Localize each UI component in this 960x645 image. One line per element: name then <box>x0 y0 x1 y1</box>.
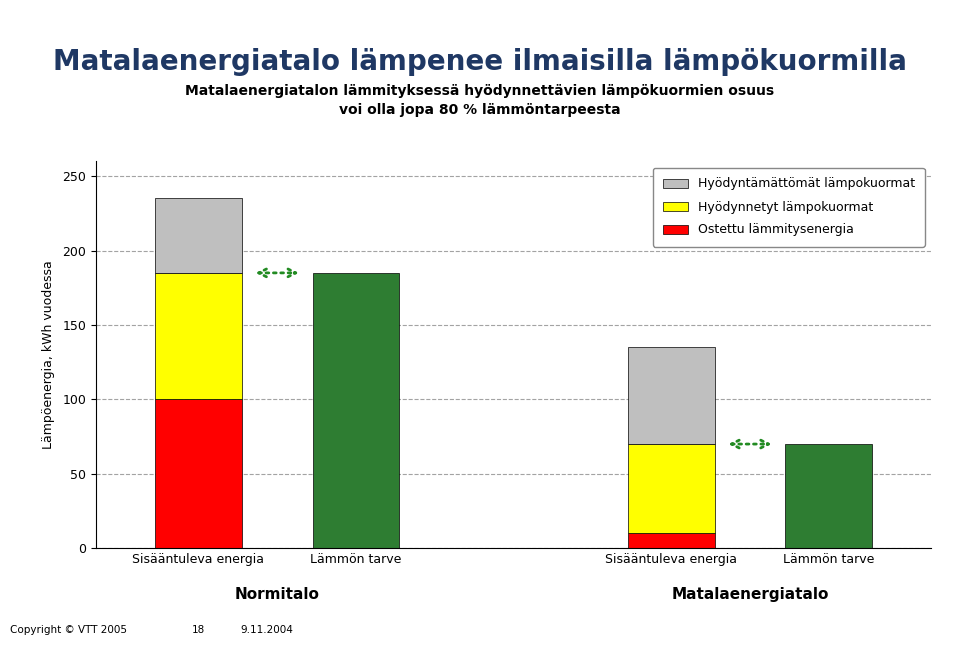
Y-axis label: Lämpöenergia, kWh vuodessa: Lämpöenergia, kWh vuodessa <box>42 261 56 449</box>
Bar <box>156 399 242 548</box>
Text: Normitalo: Normitalo <box>235 586 320 602</box>
Bar <box>156 199 242 273</box>
Text: Copyright © VTT 2005: Copyright © VTT 2005 <box>10 625 127 635</box>
Legend: Hyödyntämättömät lämpokuormat, Hyödynnetyt lämpokuormat, Ostettu lämmitysenergia: Hyödyntämättömät lämpokuormat, Hyödynnet… <box>653 168 924 246</box>
Text: Matalaenergiatalo: Matalaenergiatalo <box>671 586 828 602</box>
Bar <box>313 273 399 548</box>
Text: 18: 18 <box>192 625 205 635</box>
Bar <box>628 347 714 444</box>
Bar <box>628 533 714 548</box>
Bar <box>785 444 872 548</box>
Text: Matalaenergiatalo lämpenee ilmaisilla lämpökuormilla: Matalaenergiatalo lämpenee ilmaisilla lä… <box>53 48 907 76</box>
Text: VTT RAKENNUS- JA YHDYSKUNTATEKNIIKKA: VTT RAKENNUS- JA YHDYSKUNTATEKNIIKKA <box>8 8 263 19</box>
Text: 9.11.2004: 9.11.2004 <box>240 625 293 635</box>
Bar <box>156 273 242 399</box>
Text: Matalaenergiatalon lämmityksessä hyödynnettävien lämpökuormien osuus
voi olla jo: Matalaenergiatalon lämmityksessä hyödynn… <box>185 84 775 117</box>
Bar <box>628 444 714 533</box>
